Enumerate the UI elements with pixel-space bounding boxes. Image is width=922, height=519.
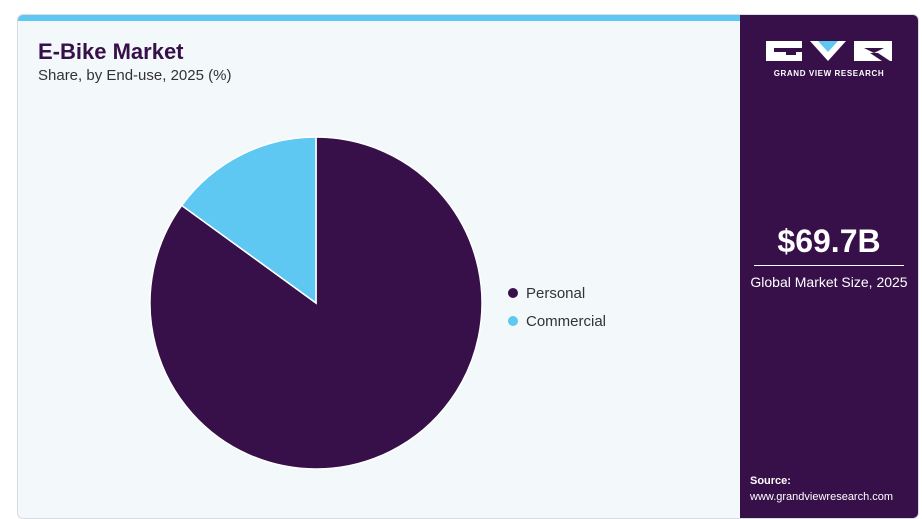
- legend-item-commercial: Commercial: [508, 307, 606, 335]
- sidebar-panel: GRAND VIEW RESEARCH $69.7B Global Market…: [740, 15, 918, 518]
- chart-title: E-Bike Market: [38, 39, 184, 64]
- kpi-divider: [754, 265, 904, 266]
- logo-text: GRAND VIEW RESEARCH: [773, 69, 885, 78]
- gvr-logo: GRAND VIEW RESEARCH: [766, 39, 892, 78]
- source-url[interactable]: www.grandviewresearch.com: [750, 491, 894, 503]
- chart-legend: Personal Commercial: [508, 279, 606, 335]
- gvr-logo-mark-icon: [766, 41, 892, 61]
- accent-bar: [18, 15, 740, 21]
- chart-subtitle: Share, by End-use, 2025 (%): [38, 67, 232, 84]
- legend-label-personal: Personal: [526, 284, 586, 302]
- source-label: Source:: [750, 475, 791, 487]
- market-size-label: Global Market Size, 2025: [750, 274, 908, 290]
- legend-item-personal: Personal: [508, 279, 606, 307]
- market-size-value: $69.7B: [777, 223, 881, 259]
- chart-card: E-Bike Market Share, by End-use, 2025 (%…: [17, 14, 919, 519]
- pie-slice-commercial: [180, 136, 317, 305]
- legend-label-commercial: Commercial: [526, 312, 607, 330]
- legend-swatch-personal: [508, 288, 518, 298]
- legend-swatch-commercial: [508, 316, 518, 326]
- pie-chart: [149, 136, 483, 470]
